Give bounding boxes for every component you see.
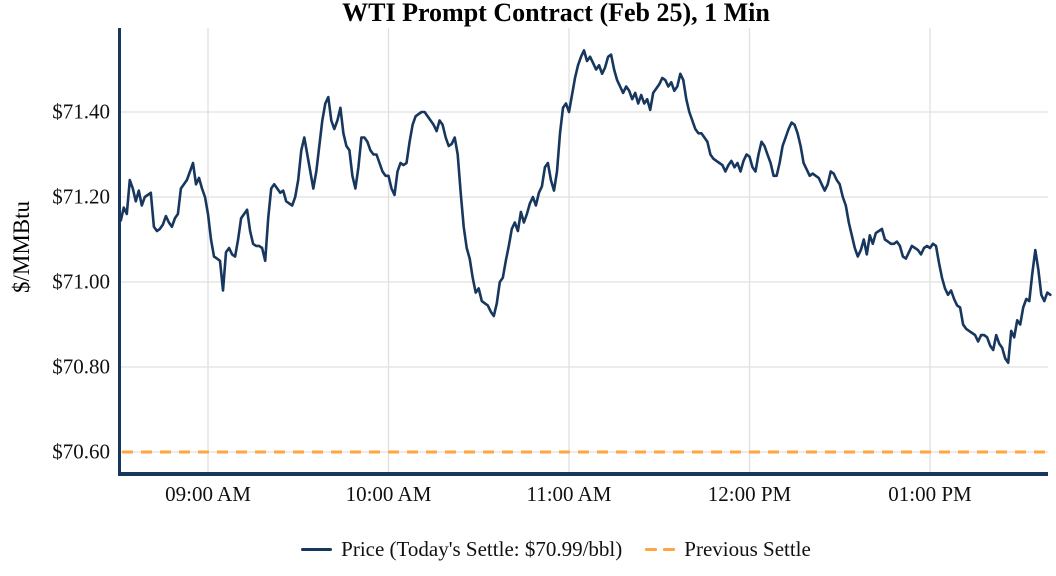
legend-price-label: Price (Today's Settle: $70.99/bbl) (341, 536, 623, 561)
legend-previous-settle-label: Previous Settle (684, 536, 811, 561)
y-tick-label: $71.40 (52, 99, 110, 124)
previous-settle-dash-swatch (645, 547, 676, 551)
y-axis-spine (118, 28, 121, 476)
x-tick-label: 09:00 AM (165, 482, 251, 506)
legend: Price (Today's Settle: $70.99/bbl) Previ… (121, 534, 991, 564)
y-tick-label: $71.20 (52, 184, 110, 209)
price-line-swatch (301, 547, 333, 551)
x-tick-label: 12:00 PM (707, 482, 792, 506)
price-line (119, 49, 1052, 365)
y-tick-label: $70.80 (52, 354, 110, 379)
chart-title: WTI Prompt Contract (Feb 25), 1 Min (342, 0, 770, 27)
y-tick-label: $70.60 (52, 439, 110, 464)
x-axis-spine (118, 472, 1048, 476)
x-tick-label: 10:00 AM (345, 482, 432, 506)
x-tick-label: 11:00 AM (526, 482, 612, 506)
x-tick-label: 01:00 PM (888, 482, 972, 506)
y-tick-label: $71.00 (52, 269, 110, 294)
